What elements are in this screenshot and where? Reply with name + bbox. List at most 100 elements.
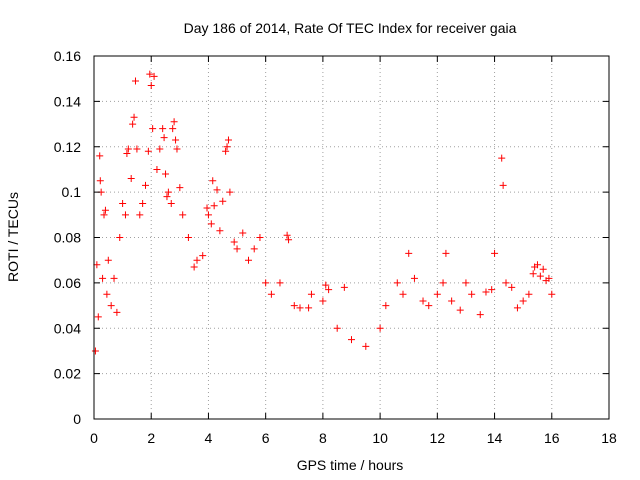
data-point: [96, 177, 104, 185]
data-point: [167, 199, 175, 207]
data-point: [230, 238, 238, 246]
data-point: [160, 134, 168, 142]
x-tick-label: 6: [262, 430, 270, 446]
data-point: [539, 265, 547, 273]
data-point: [216, 227, 224, 235]
x-tick-label: 2: [147, 430, 155, 446]
data-point: [93, 261, 101, 269]
data-point: [104, 256, 112, 264]
data-point: [245, 256, 252, 264]
data-point: [491, 249, 499, 257]
data-point: [103, 290, 111, 298]
data-point: [207, 220, 215, 228]
data-point: [209, 177, 217, 185]
data-point: [425, 302, 433, 310]
data-point: [176, 184, 184, 192]
x-tick-label: 8: [319, 430, 327, 446]
data-point: [223, 143, 231, 151]
data-point: [405, 249, 413, 257]
data-point: [267, 290, 275, 298]
data-point: [382, 302, 390, 310]
data-point: [123, 150, 131, 158]
y-tick-labels: 0 0.02 0.04 0.06 0.08 0.1 0.12 0.14 0.16: [54, 48, 81, 427]
data-point: [107, 302, 115, 310]
data-point: [124, 145, 132, 153]
data-point: [399, 290, 407, 298]
data-point: [203, 204, 211, 212]
data-point: [548, 290, 556, 298]
y-tick-label: 0.12: [54, 139, 81, 155]
data-point: [224, 136, 232, 144]
data-point: [442, 249, 450, 257]
data-point: [233, 245, 241, 253]
x-tick-label: 14: [487, 430, 503, 446]
x-tick-label: 12: [430, 430, 446, 446]
data-point: [410, 274, 418, 282]
data-point: [502, 279, 510, 287]
data-point: [184, 234, 192, 241]
data-point: [94, 313, 102, 321]
data-point: [113, 308, 121, 316]
data-point: [499, 181, 507, 189]
data-point: [100, 211, 108, 219]
data-point: [545, 274, 553, 282]
y-axis-label: ROTI / TECUs: [5, 192, 21, 282]
data-point: [519, 297, 527, 305]
data-point: [433, 290, 441, 298]
data-point: [99, 274, 107, 282]
data-point: [362, 342, 370, 350]
data-point: [393, 279, 401, 287]
data-point: [262, 279, 270, 287]
data-point: [156, 145, 164, 153]
data-point: [149, 125, 157, 133]
data-point: [130, 113, 138, 121]
data-point: [448, 297, 456, 305]
data-point: [513, 304, 521, 312]
data-point: [525, 290, 533, 298]
y-tick-label: 0.16: [54, 48, 81, 64]
x-tick-label: 4: [205, 430, 213, 446]
data-point: [163, 193, 171, 201]
x-tick-label: 0: [90, 430, 98, 446]
y-tick-label: 0.02: [54, 366, 81, 382]
data-point: [508, 283, 516, 291]
data-point: [173, 145, 181, 153]
data-point: [162, 170, 170, 178]
data-point: [533, 261, 541, 269]
data-point: [456, 306, 464, 314]
data-point: [498, 154, 506, 162]
data-point: [325, 286, 333, 294]
data-point: [172, 136, 180, 144]
data-point: [213, 186, 221, 194]
data-points: [91, 70, 556, 355]
data-point: [144, 147, 152, 155]
chart-title: Day 186 of 2014, Rate Of TEC Index for r…: [184, 20, 517, 36]
data-point: [536, 272, 544, 280]
y-tick-label: 0.06: [54, 275, 81, 291]
y-tick-label: 0.14: [54, 93, 81, 109]
x-tick-label: 16: [544, 430, 560, 446]
data-point: [129, 120, 137, 128]
data-point: [239, 229, 247, 237]
data-point: [142, 181, 149, 189]
x-tick-label: 18: [601, 430, 617, 446]
data-point: [139, 199, 147, 207]
data-point: [340, 283, 348, 291]
data-point: [159, 125, 167, 133]
x-axis-label: GPS time / hours: [297, 457, 404, 473]
data-point: [193, 256, 201, 264]
data-point: [204, 211, 212, 219]
data-point: [285, 236, 293, 244]
y-tick-label: 0.08: [54, 230, 81, 246]
data-point: [529, 270, 537, 278]
data-point: [305, 304, 313, 312]
data-point: [376, 324, 384, 332]
x-tick-labels: 0 2 4 6 8 10 12 14 16 18: [90, 430, 617, 446]
grid-lines: [94, 56, 609, 419]
data-point: [419, 297, 427, 305]
data-point: [222, 147, 230, 155]
data-point: [110, 274, 118, 282]
data-point: [462, 279, 470, 287]
data-point: [226, 188, 234, 196]
data-point: [276, 279, 284, 287]
